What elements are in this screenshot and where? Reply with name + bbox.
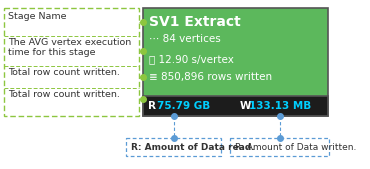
Text: ≣ 850,896 rows written: ≣ 850,896 rows written xyxy=(149,72,272,82)
FancyBboxPatch shape xyxy=(4,8,139,116)
Text: SV1 Extract: SV1 Extract xyxy=(149,15,240,29)
Text: W: W xyxy=(240,101,252,111)
Text: R: Amount of Data read.: R: Amount of Data read. xyxy=(131,142,255,151)
Text: 75.79 GB: 75.79 GB xyxy=(157,101,210,111)
FancyBboxPatch shape xyxy=(142,96,327,116)
Text: R: R xyxy=(148,101,156,111)
Text: ⧖ 12.90 s/vertex: ⧖ 12.90 s/vertex xyxy=(149,54,234,64)
Text: The AVG vertex execution
time for this stage: The AVG vertex execution time for this s… xyxy=(8,38,131,57)
Text: ⋯ 84 vertices: ⋯ 84 vertices xyxy=(149,34,221,44)
Text: Stage Name: Stage Name xyxy=(8,12,67,21)
Text: Total row count written.: Total row count written. xyxy=(8,68,120,77)
FancyBboxPatch shape xyxy=(230,138,329,156)
Text: Total row count written.: Total row count written. xyxy=(8,90,120,99)
Text: 133.13 MB: 133.13 MB xyxy=(249,101,311,111)
FancyBboxPatch shape xyxy=(126,138,221,156)
FancyBboxPatch shape xyxy=(142,8,327,116)
Text: R: Amount of Data written.: R: Amount of Data written. xyxy=(235,142,356,151)
